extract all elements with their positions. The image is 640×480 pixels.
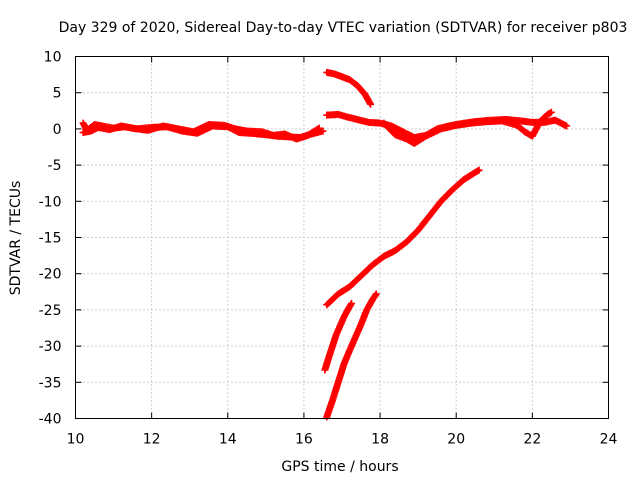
data-series: [323, 166, 483, 309]
y-tick-label: -40: [39, 412, 62, 428]
y-tick-label: -25: [39, 303, 62, 319]
y-tick-label: -20: [39, 267, 62, 283]
data-point: [319, 127, 327, 135]
data-point: [547, 108, 555, 116]
data-point: [348, 299, 356, 307]
data-point: [367, 100, 375, 108]
data-series: [380, 108, 555, 147]
x-tick-label: 10: [67, 432, 85, 448]
x-tick-label: 16: [295, 432, 313, 448]
x-tick-label: 12: [143, 432, 161, 448]
data-series: [323, 68, 375, 108]
y-tick-label: -10: [39, 194, 62, 210]
y-axis-label: SDTVAR / TECUs: [8, 181, 24, 296]
data-series: [321, 299, 356, 374]
data-point: [315, 124, 323, 132]
data-point: [314, 125, 322, 133]
data-points: [79, 68, 571, 421]
axis-ticks: 10 12 14 16 18 20 22 24 10 5 0 -5 -10 -15 -20 -25 -30 -35…: [39, 50, 618, 448]
y-tick-label: -5: [48, 158, 62, 174]
x-tick-label: 18: [371, 432, 389, 448]
y-tick-label: -15: [39, 231, 62, 247]
y-tick-label: -30: [39, 339, 62, 355]
data-point: [372, 290, 380, 298]
y-tick-label: 0: [53, 122, 62, 138]
chart-title: Day 329 of 2020, Sidereal Day-to-day VTE…: [59, 20, 628, 36]
data-series: [79, 121, 323, 143]
y-tick-label: 10: [44, 50, 62, 66]
data-point: [563, 122, 571, 130]
y-tick-label: -35: [39, 375, 62, 391]
data-point: [475, 166, 483, 174]
x-axis-label: GPS time / hours: [281, 459, 398, 475]
x-tick-label: 14: [219, 432, 237, 448]
data-series: [323, 290, 380, 421]
x-tick-label: 24: [600, 432, 618, 448]
y-tick-label: 5: [53, 86, 62, 102]
x-tick-label: 22: [523, 432, 541, 448]
x-tick-label: 20: [447, 432, 465, 448]
